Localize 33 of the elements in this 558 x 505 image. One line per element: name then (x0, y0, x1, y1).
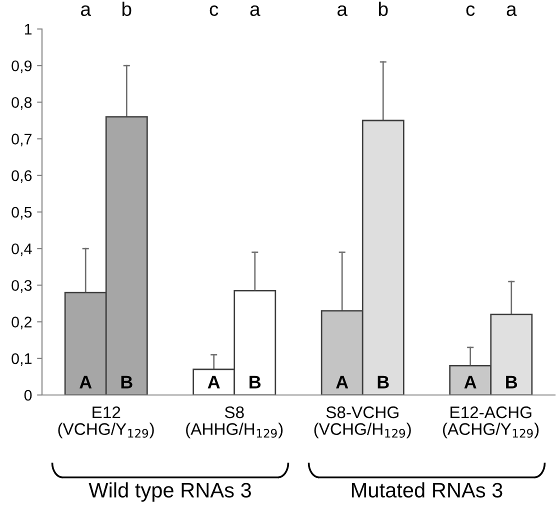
x-tick-label: E12 (VCHG/Y$_{129}$) (58, 406, 154, 438)
text: B (506, 376, 518, 388)
text: b (122, 2, 132, 16)
y-tick-label: 0,6 (12, 170, 32, 183)
text: A (464, 376, 476, 388)
x-tick-label: S8 (AHHG/H$_{129}$) (186, 406, 283, 438)
y-tick-label: 0,7 (12, 134, 32, 146)
series-label: A (208, 376, 220, 388)
y-tick-label: 1 (24, 24, 32, 35)
text: a (81, 5, 92, 16)
y-tick-label: 0,3 (12, 280, 32, 293)
y-tick-label: 0,4 (12, 243, 32, 256)
text: A (336, 376, 348, 388)
y-tick-label: 0 (24, 390, 32, 401)
x-tick-label: S8-VCHG (VCHG/H$_{129}$) (314, 406, 411, 438)
text: a (506, 5, 517, 16)
y-tick-label: 0,8 (12, 97, 32, 110)
y-tick-label: 0,2 (12, 316, 32, 330)
y-tick-label: 0,9 (12, 60, 32, 74)
text: c (210, 5, 218, 16)
text: a (250, 5, 260, 16)
text: a (338, 5, 348, 16)
text: b (378, 2, 388, 16)
y-tick-label: 0,1 (12, 353, 32, 366)
series-label: B (121, 376, 132, 388)
x-tick-label: E12-ACHG (ACHG/Y$_{129}$) (442, 406, 539, 438)
y-tick-label: 0,5 (12, 206, 32, 220)
text: Wild type RNAs 3 (88, 482, 251, 502)
text: B (250, 376, 261, 388)
text: c (466, 5, 475, 16)
text: A (80, 376, 92, 388)
text: Mutated RNAs 3 (352, 482, 502, 498)
text: B (378, 376, 389, 388)
